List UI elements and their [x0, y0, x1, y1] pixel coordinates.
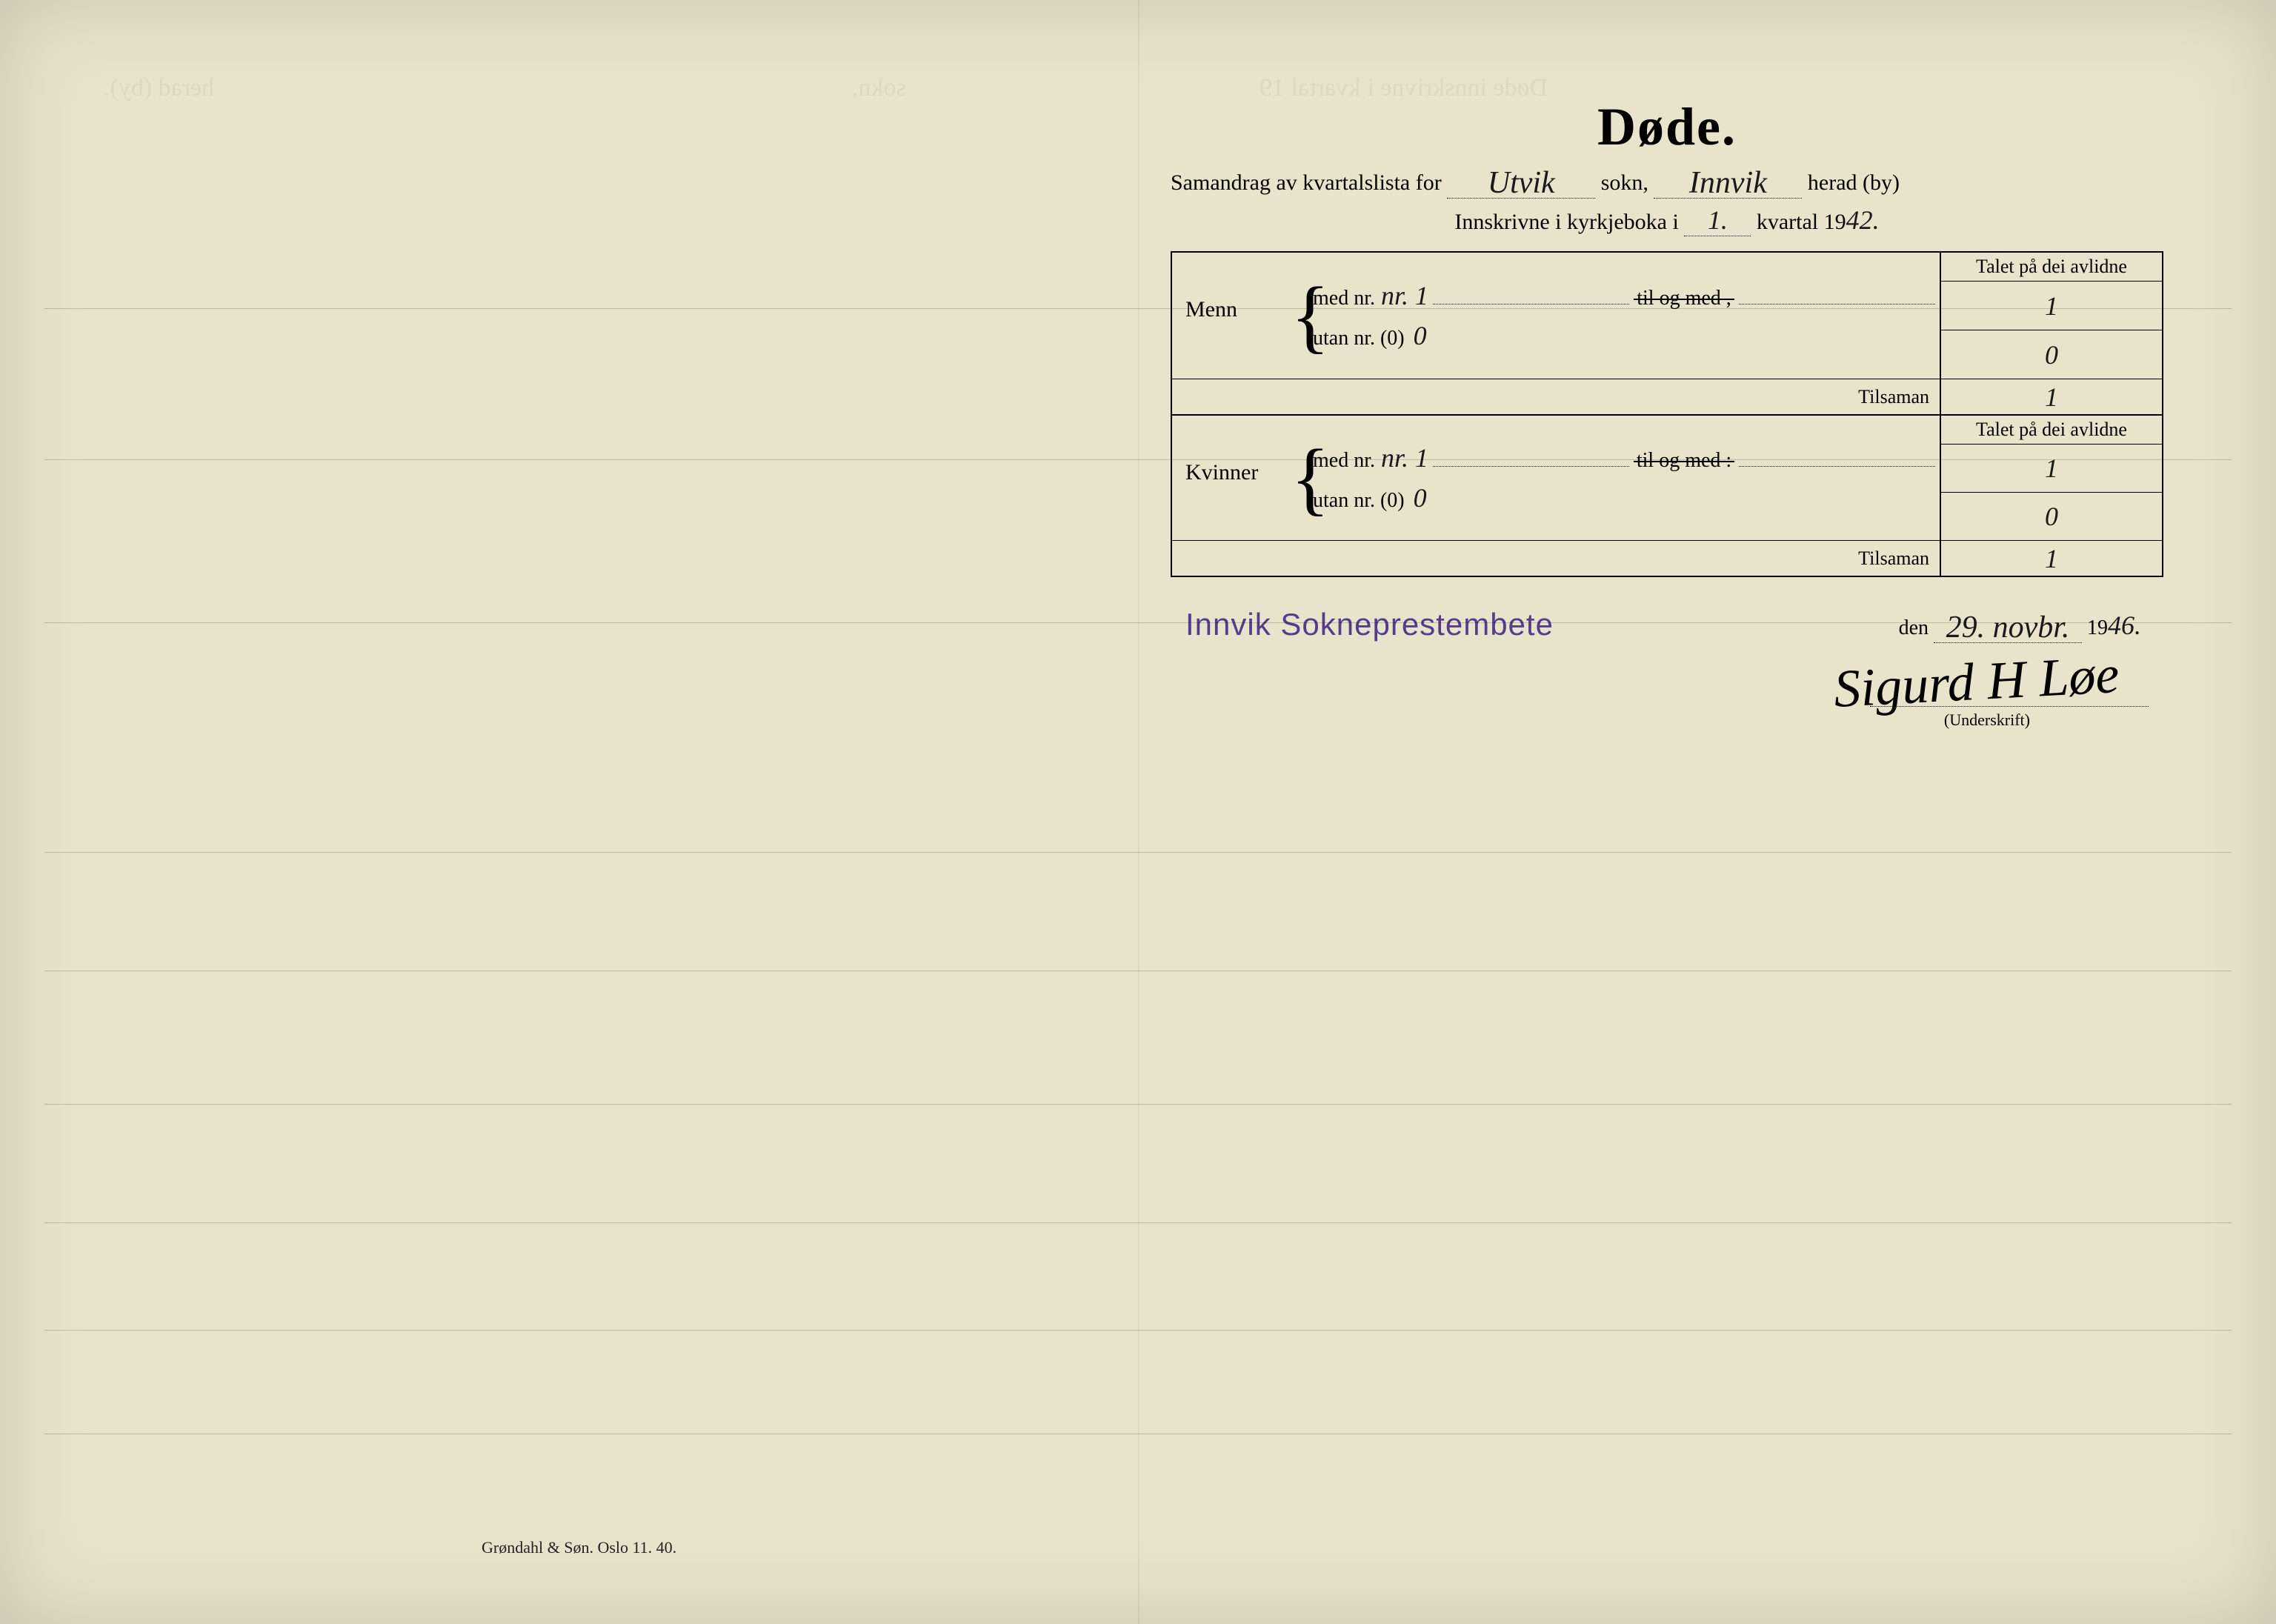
year-suffix: 42.	[1846, 205, 1880, 235]
printer-imprint: Grøndahl & Søn. Oslo 11. 40.	[482, 1538, 676, 1557]
kvinner-tilsaman-value: 1	[1940, 541, 2162, 576]
menn-tilsaman-row: Tilsaman 1	[1172, 379, 2162, 414]
menn-utan-nr-line: utan nr. (0) 0	[1313, 320, 1940, 351]
den-label: den	[1899, 616, 1929, 639]
brace-icon: {	[1291, 253, 1313, 379]
kvinner-lines: med nr. nr. 1 til og med : utan nr. (0) …	[1313, 416, 1940, 540]
subtitle-line-2: Innskrivne i kyrkjeboka i 1. kvartal 194…	[1171, 204, 2163, 236]
bleed-text-mid: sokn,	[852, 74, 906, 102]
form-title: Døde.	[1171, 96, 2163, 158]
menn-med-nr-value: nr. 1	[1381, 280, 1428, 311]
kvinner-med-nr-value: nr. 1	[1381, 442, 1428, 473]
kvinner-utan-nr-value: 0	[1414, 482, 1427, 513]
form-content: Døde. Samandrag av kvartalslista for Utv…	[1171, 96, 2163, 748]
til-og-med-struck: til og med :	[1634, 449, 1734, 473]
med-nr-label: med nr.	[1313, 449, 1375, 473]
year-value: 46.	[2108, 610, 2141, 640]
subtitle-line-1: Samandrag av kvartalslista for Utvik sok…	[1171, 162, 2163, 199]
herad-label: herad (by)	[1808, 170, 1900, 195]
innskrivne-prefix: Innskrivne i kyrkjeboka i	[1454, 210, 1678, 234]
til-og-med-struck: til og med ,	[1634, 287, 1734, 310]
fill-dots	[1433, 450, 1629, 467]
sokn-field: Utvik	[1447, 162, 1595, 199]
menn-med-nr-line: med nr. nr. 1 til og med ,	[1313, 280, 1940, 311]
underskrift-label: (Underskrift)	[1944, 710, 2030, 730]
kvinner-count-column: Talet på dei avlidne 1 0	[1940, 416, 2162, 540]
menn-count-column: Talet på dei avlidne 1 0	[1940, 253, 2162, 379]
menn-utan-nr-value: 0	[1414, 320, 1427, 351]
date-value: 29. novbr.	[1946, 610, 2070, 645]
kvinner-count-med: 1	[1941, 445, 2162, 493]
menn-count-med: 1	[1941, 282, 2162, 330]
tilsaman-label: Tilsaman	[1172, 379, 1940, 414]
kvinner-utan-nr-line: utan nr. (0) 0	[1313, 482, 1940, 513]
count-header: Talet på dei avlidne	[1941, 253, 2162, 282]
ledger-line	[44, 459, 2232, 460]
ledger-line	[44, 1330, 2232, 1331]
bleed-text-left: herad (by).	[104, 74, 214, 102]
fill-dots	[1433, 288, 1629, 304]
utan-nr-label: utan nr. (0)	[1313, 327, 1405, 350]
group-kvinner: Kvinner { med nr. nr. 1 til og med : uta…	[1172, 414, 2162, 540]
herad-field: Innvik	[1654, 162, 1802, 199]
sokn-label: sokn,	[1601, 170, 1648, 195]
ledger-line	[44, 622, 2232, 623]
ledger-line	[44, 1104, 2232, 1105]
count-header: Talet på dei avlidne	[1941, 416, 2162, 445]
fill-dots	[1739, 450, 1935, 467]
menn-tilsaman-value: 1	[1940, 379, 2162, 414]
group-menn: Menn { med nr. nr. 1 til og med , utan n…	[1172, 253, 2162, 379]
year-prefix: 19	[2087, 616, 2108, 639]
document-page: herad (by). sokn, Døde innskrivne i kvar…	[0, 0, 2276, 1624]
kvinner-label: Kvinner	[1172, 416, 1291, 540]
utan-nr-label: utan nr. (0)	[1313, 489, 1405, 513]
date-line: den 29. novbr. 1946.	[1899, 607, 2141, 643]
med-nr-label: med nr.	[1313, 287, 1375, 310]
menn-label: Menn	[1172, 253, 1291, 379]
kvartal-value: 1.	[1708, 205, 1728, 235]
menn-count-utan: 0	[1941, 330, 2162, 379]
signature-block: Innvik Sokneprestembete den 29. novbr. 1…	[1171, 599, 2163, 748]
kvartal-field: 1.	[1684, 204, 1751, 236]
summary-table: Menn { med nr. nr. 1 til og med , utan n…	[1171, 251, 2163, 577]
sokn-value: Utvik	[1488, 166, 1555, 200]
signature-scribble: Sigurd H Løe	[1832, 644, 2120, 720]
kvinner-count-utan: 0	[1941, 493, 2162, 540]
ledger-line	[44, 852, 2232, 853]
kvinner-med-nr-line: med nr. nr. 1 til og med :	[1313, 442, 1940, 473]
kvinner-tilsaman-row: Tilsaman 1	[1172, 540, 2162, 576]
herad-value: Innvik	[1689, 166, 1767, 200]
tilsaman-label: Tilsaman	[1172, 541, 1940, 576]
brace-icon: {	[1291, 416, 1313, 540]
ledger-line	[44, 1222, 2232, 1223]
kvartal-label: kvartal 19	[1757, 210, 1846, 234]
fill-dots	[1739, 288, 1935, 304]
office-stamp: Innvik Sokneprestembete	[1185, 607, 1554, 642]
ledger-line	[44, 308, 2232, 309]
subtitle-prefix: Samandrag av kvartalslista for	[1171, 170, 1442, 195]
menn-lines: med nr. nr. 1 til og med , utan nr. (0) …	[1313, 253, 1940, 379]
